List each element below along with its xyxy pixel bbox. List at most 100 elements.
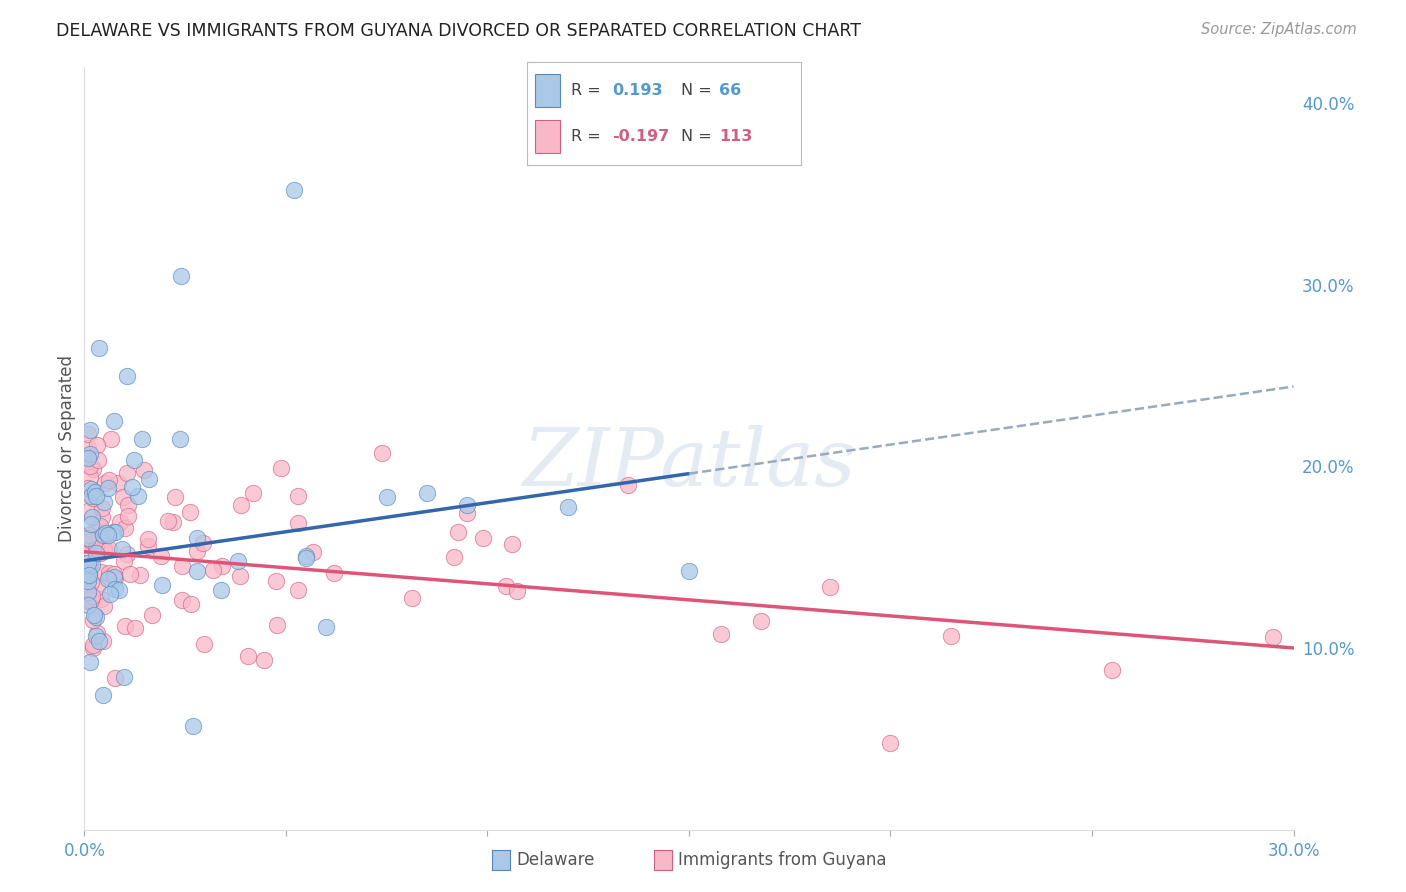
Point	[115, 466, 138, 480]
Point	[617, 478, 640, 492]
Point	[77, 533, 100, 548]
Point	[287, 582, 309, 597]
Point	[77, 481, 100, 495]
Point	[77, 567, 100, 582]
Point	[238, 649, 260, 664]
Point	[302, 545, 325, 559]
Point	[77, 594, 100, 608]
Point	[120, 567, 142, 582]
Point	[80, 482, 103, 496]
Point	[128, 568, 150, 582]
Point	[132, 463, 155, 477]
Point	[89, 342, 111, 356]
Point	[456, 498, 478, 512]
Point	[77, 593, 100, 607]
Bar	[536, 74, 560, 106]
Point	[117, 498, 139, 512]
Point	[117, 508, 139, 523]
Point	[91, 688, 114, 702]
Point	[191, 536, 214, 550]
Point	[77, 556, 100, 570]
Point	[371, 445, 394, 459]
Point	[86, 438, 108, 452]
Text: DELAWARE VS IMMIGRANTS FROM GUYANA DIVORCED OR SEPARATED CORRELATION CHART: DELAWARE VS IMMIGRANTS FROM GUYANA DIVOR…	[56, 22, 862, 40]
Point	[115, 547, 138, 561]
Point	[150, 549, 173, 563]
Point	[80, 517, 103, 532]
Point	[79, 470, 101, 484]
Point	[87, 453, 110, 467]
Point	[91, 500, 114, 515]
Point	[879, 736, 901, 750]
Point	[114, 521, 136, 535]
Text: 66: 66	[720, 83, 741, 97]
Point	[229, 568, 252, 582]
Point	[138, 471, 160, 485]
Point	[103, 414, 125, 428]
Point	[90, 592, 112, 607]
Point	[80, 593, 103, 607]
Point	[678, 564, 700, 578]
Text: ZIPatlas: ZIPatlas	[522, 425, 856, 502]
Point	[180, 597, 202, 611]
Point	[939, 629, 962, 643]
Point	[86, 626, 108, 640]
Point	[84, 546, 107, 560]
Point	[103, 566, 125, 581]
Point	[242, 486, 264, 500]
Point	[315, 620, 337, 634]
Point	[186, 564, 208, 578]
Point	[79, 423, 101, 437]
Point	[77, 585, 100, 599]
Point	[84, 610, 107, 624]
Point	[229, 498, 252, 512]
Text: R =: R =	[571, 128, 600, 144]
Point	[77, 563, 100, 577]
Point	[266, 617, 288, 632]
Point	[124, 621, 146, 635]
Point	[84, 523, 107, 537]
Point	[710, 627, 733, 641]
Point	[84, 541, 107, 555]
Point	[97, 542, 120, 557]
Point	[80, 574, 103, 589]
Point	[91, 528, 114, 542]
Point	[96, 526, 118, 541]
Point	[86, 489, 108, 503]
Point	[287, 489, 309, 503]
Point	[100, 432, 122, 446]
Point	[77, 566, 100, 580]
Point	[93, 599, 115, 613]
Text: R =: R =	[571, 83, 600, 97]
Point	[84, 484, 107, 499]
Point	[127, 490, 149, 504]
Text: Source: ZipAtlas.com: Source: ZipAtlas.com	[1201, 22, 1357, 37]
Point	[86, 580, 108, 594]
Point	[202, 563, 225, 577]
Point	[170, 268, 193, 283]
Point	[93, 475, 115, 490]
Text: 0.193: 0.193	[612, 83, 662, 97]
Point	[447, 524, 470, 539]
Point	[270, 460, 292, 475]
Point	[401, 591, 423, 606]
Point	[93, 495, 115, 509]
Point	[80, 489, 103, 503]
Point	[112, 490, 135, 504]
Point	[84, 628, 107, 642]
Text: Delaware: Delaware	[516, 851, 595, 869]
Point	[170, 559, 193, 574]
Point	[90, 566, 112, 580]
Point	[253, 653, 276, 667]
Point	[77, 566, 100, 581]
Point	[375, 490, 398, 504]
Point	[193, 637, 215, 651]
Point	[98, 570, 121, 584]
Point	[495, 579, 517, 593]
Point	[77, 598, 100, 612]
Point	[141, 608, 163, 623]
Point	[91, 634, 114, 648]
Point	[110, 542, 132, 557]
Point	[1263, 630, 1285, 644]
Text: 113: 113	[720, 128, 752, 144]
